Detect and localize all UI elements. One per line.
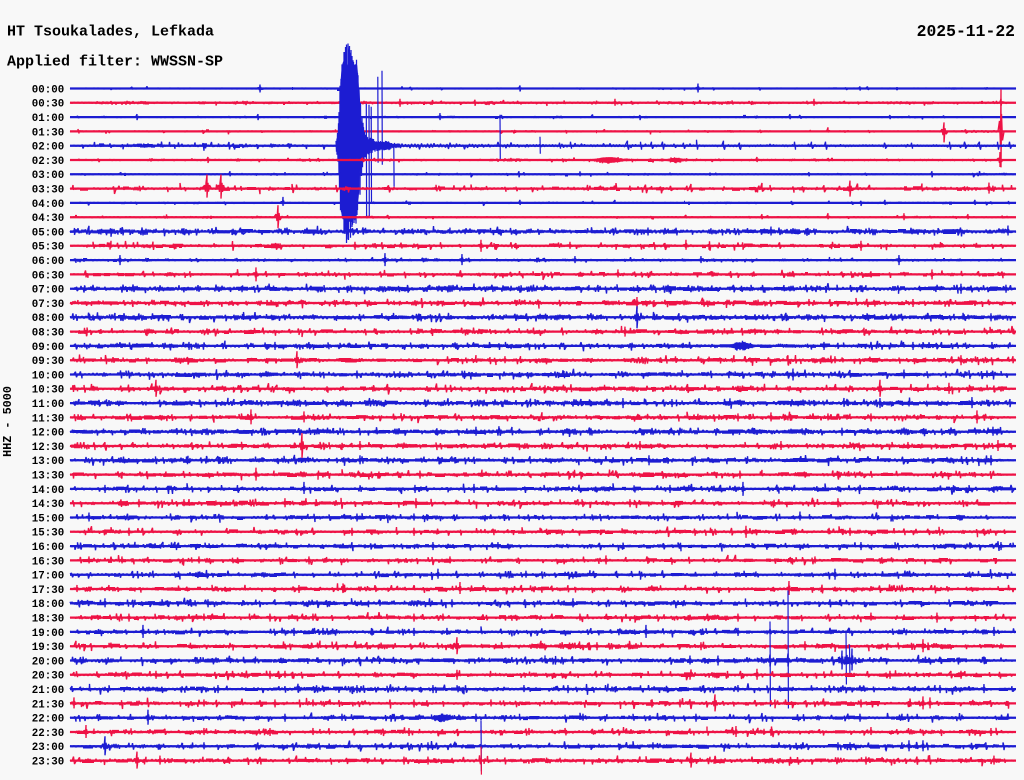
svg-text:09:00: 09:00 [32, 342, 64, 354]
svg-text:22:00: 22:00 [32, 714, 64, 726]
svg-text:02:00: 02:00 [32, 142, 64, 154]
svg-text:19:00: 19:00 [32, 628, 64, 640]
svg-text:00:30: 00:30 [32, 99, 64, 111]
svg-text:01:30: 01:30 [32, 127, 64, 139]
svg-text:19:30: 19:30 [32, 642, 64, 654]
svg-text:12:30: 12:30 [32, 442, 64, 454]
svg-text:01:00: 01:00 [32, 113, 64, 125]
svg-text:16:30: 16:30 [32, 556, 64, 568]
svg-text:20:00: 20:00 [32, 656, 64, 668]
svg-text:13:30: 13:30 [32, 471, 64, 483]
svg-text:06:30: 06:30 [32, 270, 64, 282]
svg-text:05:00: 05:00 [32, 227, 64, 239]
svg-text:17:30: 17:30 [32, 585, 64, 597]
svg-text:10:30: 10:30 [32, 385, 64, 397]
svg-text:03:00: 03:00 [32, 170, 64, 182]
svg-text:23:30: 23:30 [32, 757, 64, 769]
svg-text:14:00: 14:00 [32, 485, 64, 497]
svg-text:03:30: 03:30 [32, 185, 64, 197]
svg-text:15:00: 15:00 [32, 513, 64, 525]
svg-text:04:00: 04:00 [32, 199, 64, 211]
svg-text:2025-11-22: 2025-11-22 [917, 22, 1015, 41]
svg-text:04:30: 04:30 [32, 213, 64, 225]
svg-text:05:30: 05:30 [32, 242, 64, 254]
svg-text:15:30: 15:30 [32, 528, 64, 540]
svg-text:11:00: 11:00 [32, 399, 64, 411]
svg-text:07:30: 07:30 [32, 299, 64, 311]
svg-text:18:30: 18:30 [32, 614, 64, 626]
svg-text:11:30: 11:30 [32, 413, 64, 425]
svg-text:13:00: 13:00 [32, 456, 64, 468]
svg-text:HHZ - 5000: HHZ - 5000 [1, 386, 15, 457]
svg-text:23:00: 23:00 [32, 742, 64, 754]
svg-text:18:00: 18:00 [32, 599, 64, 611]
svg-text:16:00: 16:00 [32, 542, 64, 554]
svg-text:02:30: 02:30 [32, 156, 64, 168]
svg-text:14:30: 14:30 [32, 499, 64, 511]
svg-text:20:30: 20:30 [32, 671, 64, 683]
svg-text:17:00: 17:00 [32, 571, 64, 583]
svg-text:00:00: 00:00 [32, 84, 64, 96]
svg-text:07:00: 07:00 [32, 285, 64, 297]
svg-text:06:00: 06:00 [32, 256, 64, 268]
svg-text:22:30: 22:30 [32, 728, 64, 740]
svg-text:21:00: 21:00 [32, 685, 64, 697]
svg-text:Applied filter: WWSSN-SP: Applied filter: WWSSN-SP [7, 54, 223, 71]
svg-text:12:00: 12:00 [32, 428, 64, 440]
svg-text:21:30: 21:30 [32, 699, 64, 711]
svg-text:08:00: 08:00 [32, 313, 64, 325]
svg-text:HT Tsoukalades, Lefkada: HT Tsoukalades, Lefkada [7, 24, 214, 41]
svg-text:08:30: 08:30 [32, 328, 64, 340]
svg-text:10:00: 10:00 [32, 370, 64, 382]
svg-text:09:30: 09:30 [32, 356, 64, 368]
